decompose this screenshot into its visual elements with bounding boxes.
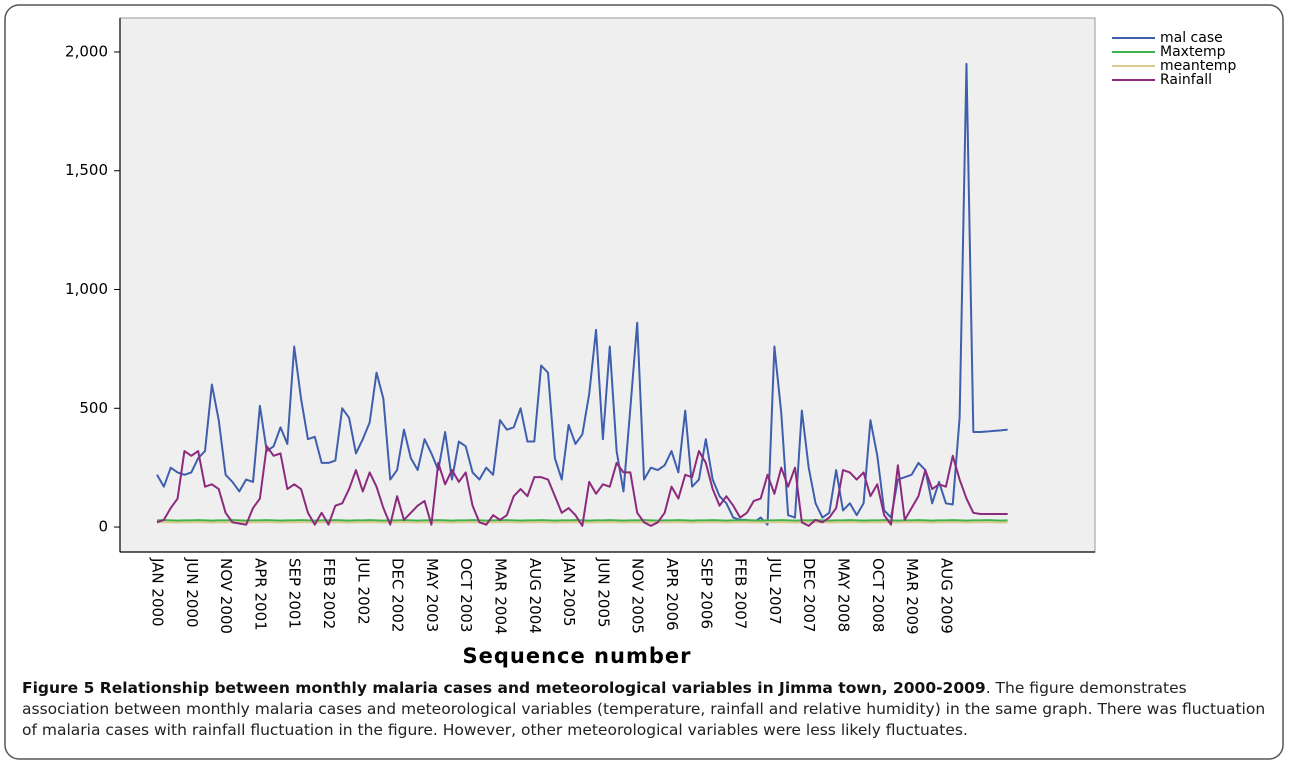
- legend-label: Rainfall: [1160, 72, 1212, 88]
- x-tick-label: NOV 2005: [629, 558, 647, 634]
- x-tick-label: JAN 2000: [149, 557, 167, 627]
- x-tick-label: APR 2001: [251, 558, 269, 631]
- figure-border: [4, 4, 1284, 760]
- legend-label: mal case: [1160, 30, 1223, 46]
- x-tick-label: SEP 2001: [286, 558, 304, 629]
- legend-label: meantemp: [1160, 58, 1236, 74]
- x-tick-label: JAN 2005: [560, 557, 578, 627]
- x-tick-label: MAR 2004: [492, 558, 510, 635]
- y-tick-label: 1,000: [65, 280, 108, 298]
- y-tick-label: 2,000: [65, 42, 108, 60]
- x-tick-label: MAY 2008: [835, 558, 853, 632]
- x-axis-title: Sequence number: [463, 644, 692, 668]
- caption-label: Figure 5 Relationship between monthly ma…: [22, 679, 986, 697]
- y-tick-label: 0: [98, 518, 108, 536]
- x-tick-label: DEC 2007: [800, 558, 818, 632]
- x-tick-label: SEP 2006: [697, 558, 715, 629]
- x-tick-label: MAY 2003: [423, 558, 441, 632]
- caption: Figure 5 Relationship between monthly ma…: [22, 678, 1272, 741]
- series-line: [156, 445, 1008, 527]
- x-tick-label: AUG 2009: [937, 558, 955, 634]
- x-tick-label: APR 2006: [663, 558, 681, 631]
- x-tick-label: JUN 2000: [183, 557, 201, 628]
- x-tick-label: OCT 2008: [869, 558, 887, 632]
- series-line: [156, 62, 1008, 526]
- x-tick-label: OCT 2003: [457, 558, 475, 632]
- x-tick-label: NOV 2000: [217, 558, 235, 634]
- y-tick-label: 1,500: [65, 161, 108, 179]
- legend-label: Maxtemp: [1160, 44, 1226, 60]
- x-tick-label: DEC 2002: [389, 558, 407, 632]
- y-tick-label: 500: [79, 399, 108, 417]
- x-tick-label: FEB 2002: [320, 558, 338, 629]
- x-tick-label: JUN 2005: [594, 557, 612, 628]
- x-tick-label: MAR 2009: [903, 558, 921, 635]
- caption-text: . The figure demonstrates association be…: [22, 679, 1266, 739]
- x-tick-label: JUL 2002: [354, 557, 372, 625]
- x-tick-label: FEB 2007: [732, 558, 750, 629]
- x-tick-label: AUG 2004: [526, 558, 544, 634]
- x-tick-label: JUL 2007: [766, 557, 784, 625]
